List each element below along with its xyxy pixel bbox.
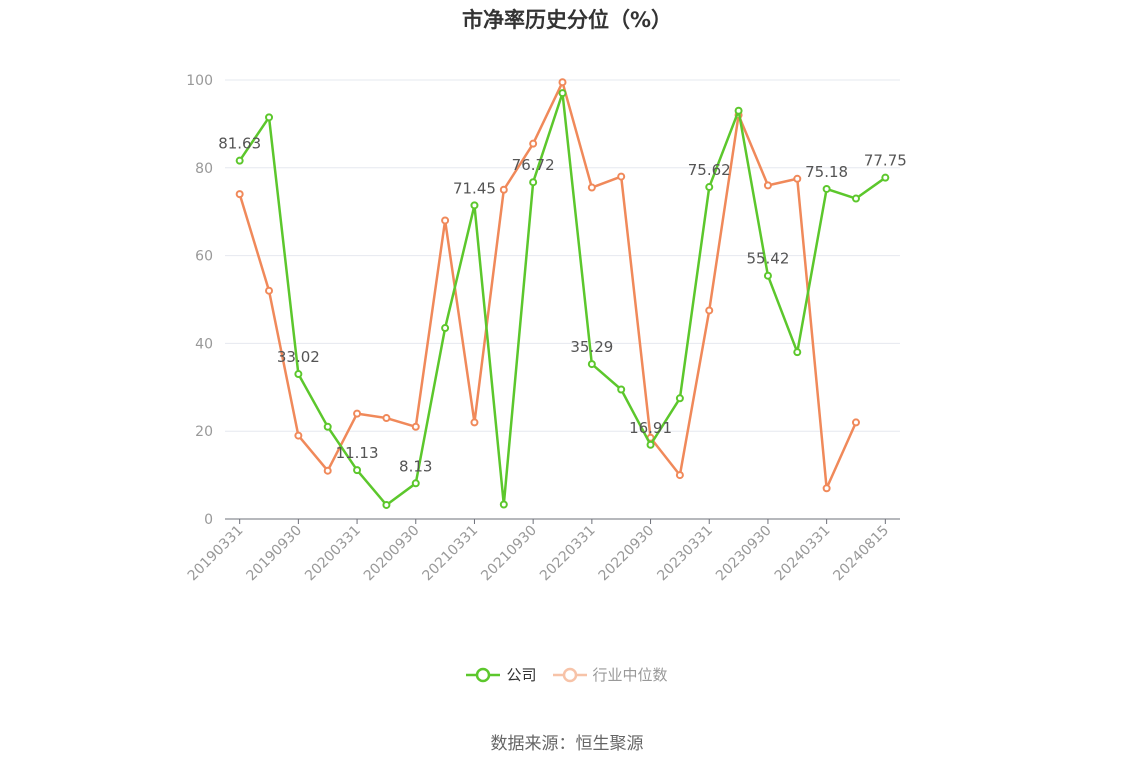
series-0-point-20210930 xyxy=(529,178,538,187)
data-label-20240331: 75.18 xyxy=(805,163,848,181)
series-1-point-20240331 xyxy=(822,484,831,493)
series-0-point-20210331 xyxy=(470,201,479,210)
legend-label-industry-median: 行业中位数 xyxy=(592,666,668,684)
x-tick-label-20190331: 20190331 xyxy=(185,523,247,585)
series-0-point-20220630 xyxy=(617,385,626,394)
data-label-20200930: 8.13 xyxy=(399,457,432,475)
data-label-20200331: 11.13 xyxy=(336,444,379,462)
series-0-point-20210630 xyxy=(499,500,508,509)
series-0-point-20211231 xyxy=(558,89,567,98)
data-label-20230930: 55.42 xyxy=(746,250,789,268)
series-0-point-20231231 xyxy=(793,348,802,357)
y-tick-label-20: 20 xyxy=(195,424,213,440)
series-1-point-20210930 xyxy=(529,139,538,148)
y-tick-label-40: 40 xyxy=(195,336,213,352)
chart-title: 市净率历史分位（%） xyxy=(461,8,673,32)
legend-swatch-company xyxy=(466,667,501,682)
series-0-point-20230331 xyxy=(705,183,714,192)
series-1-point-20240630 xyxy=(851,418,860,427)
series-line-1 xyxy=(238,80,858,490)
series-0-point-20200630 xyxy=(382,500,391,509)
data-label-20220930: 16.91 xyxy=(629,419,672,437)
series-1-point-20190331 xyxy=(235,190,244,199)
series-1-point-20200331 xyxy=(353,409,362,418)
series-0-point-20240630 xyxy=(851,194,860,203)
series-1-point-20220630 xyxy=(617,172,626,181)
x-tick-label-20200331: 20200331 xyxy=(302,523,364,585)
series-1-point-20190930 xyxy=(294,431,303,440)
series-1-point-20201231 xyxy=(441,216,450,225)
series-1-point-20211231 xyxy=(558,78,567,87)
series-1-point-20220331 xyxy=(587,183,596,192)
series-0-point-20200930 xyxy=(411,479,420,488)
x-tick-label-20190930: 20190930 xyxy=(243,523,305,585)
series-1-point-20221231 xyxy=(675,471,684,480)
legend-label-company: 公司 xyxy=(506,666,537,684)
series-0-point-20230630 xyxy=(734,106,743,115)
series-0-point-20220331 xyxy=(587,360,596,369)
data-label-20240815: 77.75 xyxy=(864,152,907,170)
series-1-point-20190630 xyxy=(265,286,274,295)
y-tick-label-60: 60 xyxy=(195,249,213,265)
series-1-point-20230930 xyxy=(763,181,772,190)
legend-item-industry-median[interactable]: 行业中位数 xyxy=(552,664,668,685)
series-1-point-20231231 xyxy=(793,174,802,183)
y-tick-label-100: 100 xyxy=(186,73,213,89)
x-tick-label-20210331: 20210331 xyxy=(420,523,482,585)
x-tick-label-20240815: 20240815 xyxy=(830,523,892,585)
legend-swatch-industry-median xyxy=(552,667,587,682)
x-tick-label-20220930: 20220930 xyxy=(596,523,658,585)
series-0-point-20220930 xyxy=(646,440,655,449)
x-tick-label-20220331: 20220331 xyxy=(537,523,599,585)
series-0-point-20240815 xyxy=(881,173,890,182)
x-tick-label-20240331: 20240331 xyxy=(772,523,834,585)
series-0-point-20240331 xyxy=(822,184,831,193)
series-0-point-20191231 xyxy=(323,422,332,431)
data-label-20230331: 75.62 xyxy=(688,161,731,179)
data-label-20190930: 33.02 xyxy=(277,348,320,366)
x-tick-label-20230331: 20230331 xyxy=(654,523,716,585)
series-0-point-20190630 xyxy=(265,113,274,122)
data-label-20190331: 81.63 xyxy=(218,135,261,153)
legend-item-company[interactable]: 公司 xyxy=(466,664,537,685)
data-label-20220331: 35.29 xyxy=(570,338,613,356)
x-tick-label-20200930: 20200930 xyxy=(361,523,423,585)
x-tick-label-20210930: 20210930 xyxy=(478,523,540,585)
series-1-point-20200930 xyxy=(411,422,420,431)
series-0-point-20200331 xyxy=(353,466,362,475)
y-tick-label-80: 80 xyxy=(195,161,213,177)
series-1-point-20210331 xyxy=(470,418,479,427)
series-1-point-20200630 xyxy=(382,414,391,423)
data-label-20210930: 76.72 xyxy=(512,156,555,174)
legend: 公司 行业中位数 xyxy=(0,664,1134,685)
y-tick-label-0: 0 xyxy=(204,512,213,528)
series-1-point-20191231 xyxy=(323,466,332,475)
series-0-point-20201231 xyxy=(441,324,450,333)
series-1-point-20210630 xyxy=(499,185,508,194)
source-note: 数据来源：恒生聚源 xyxy=(490,734,644,754)
data-label-20210331: 71.45 xyxy=(453,179,496,197)
series-0-point-20190331 xyxy=(235,156,244,165)
series-0-point-20230930 xyxy=(763,271,772,280)
series-0-point-20221231 xyxy=(675,394,684,403)
x-tick-label-20230930: 20230930 xyxy=(713,523,775,585)
series-1-point-20230331 xyxy=(705,306,714,315)
series-0-point-20190930 xyxy=(294,370,303,379)
